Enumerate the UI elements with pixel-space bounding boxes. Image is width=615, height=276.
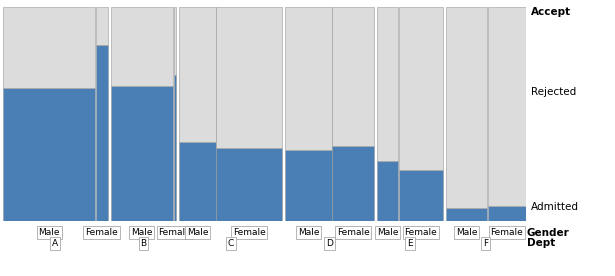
Text: B: B xyxy=(140,239,146,248)
Text: Male: Male xyxy=(377,228,399,237)
Text: Female: Female xyxy=(159,228,191,237)
Bar xyxy=(399,7,443,170)
Text: D: D xyxy=(326,239,333,248)
Text: Male: Male xyxy=(298,228,319,237)
Bar xyxy=(173,7,177,75)
Bar xyxy=(285,7,331,150)
Text: Male: Male xyxy=(38,228,60,237)
Bar xyxy=(377,161,399,221)
Bar xyxy=(399,170,443,221)
Bar xyxy=(95,7,108,44)
Bar xyxy=(173,75,177,221)
Text: Female: Female xyxy=(490,228,523,237)
Bar xyxy=(446,7,487,208)
Text: Gender: Gender xyxy=(527,228,569,238)
Bar xyxy=(488,7,526,206)
Bar xyxy=(216,148,282,221)
Bar xyxy=(111,7,173,86)
Bar xyxy=(377,7,399,161)
Text: F: F xyxy=(483,239,488,248)
Bar xyxy=(111,86,173,221)
Bar xyxy=(180,142,216,221)
Bar xyxy=(488,206,526,221)
Text: Dept: Dept xyxy=(527,238,555,248)
Text: Female: Female xyxy=(405,228,437,237)
Text: Female: Female xyxy=(233,228,266,237)
Text: Rejected: Rejected xyxy=(531,87,576,97)
Text: Female: Female xyxy=(337,228,370,237)
Bar xyxy=(180,7,216,142)
Text: Male: Male xyxy=(456,228,477,237)
Bar xyxy=(332,146,374,221)
Bar xyxy=(95,44,108,221)
Text: A: A xyxy=(52,239,58,248)
Bar xyxy=(446,208,487,221)
Bar xyxy=(216,7,282,148)
Bar xyxy=(3,88,95,221)
Text: C: C xyxy=(228,239,234,248)
Text: E: E xyxy=(407,239,413,248)
Text: Male: Male xyxy=(131,228,153,237)
Bar xyxy=(285,150,331,221)
Bar xyxy=(3,7,95,88)
Text: Admitted: Admitted xyxy=(531,202,579,212)
Text: Female: Female xyxy=(85,228,118,237)
Text: Male: Male xyxy=(187,228,208,237)
Text: Accept: Accept xyxy=(531,7,571,17)
Bar xyxy=(332,7,374,146)
